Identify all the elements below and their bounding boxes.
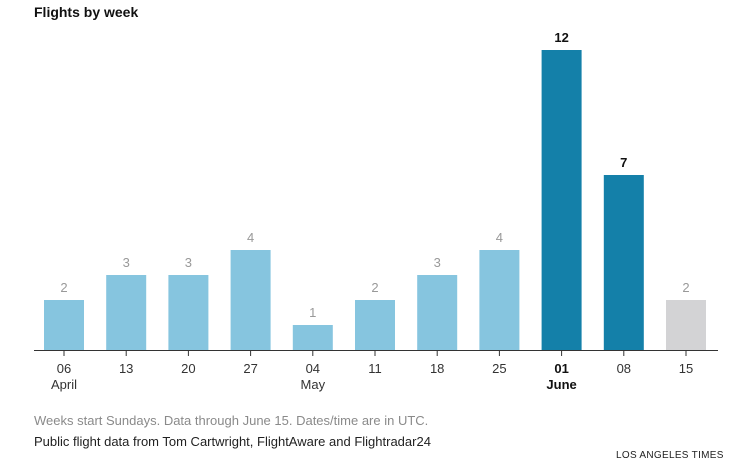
bar-11 [355,300,395,350]
x-tick-label: 08 [617,361,631,376]
value-label: 3 [434,255,441,270]
x-tick-label: 13 [119,361,133,376]
month-label: May [301,377,326,392]
bar-08 [603,175,644,350]
value-label: 3 [185,255,192,270]
footnote: Weeks start Sundays. Data through June 1… [34,413,429,428]
bar-18 [417,275,458,350]
x-tick-label: 18 [430,361,444,376]
bar-27 [230,250,271,350]
bars-group [44,50,706,350]
bar-13 [106,275,147,350]
value-label: 2 [60,280,67,295]
x-tick-label: 06 [57,361,71,376]
x-tick-label: 15 [679,361,693,376]
x-tick-label: 11 [368,361,382,376]
bar-20 [168,275,209,350]
value-label: 2 [682,280,689,295]
source-line: Public flight data from Tom Cartwright, … [34,434,431,449]
x-tick-label: 27 [243,361,257,376]
bar-15 [666,300,706,350]
value-label: 12 [554,30,568,45]
bar-25 [479,250,520,350]
value-label: 2 [371,280,378,295]
bar-06 [44,300,84,350]
chart-title: Flights by week [34,4,139,20]
bar-04 [292,325,333,350]
month-label: April [51,377,77,392]
value-label: 4 [247,230,254,245]
bar-01 [541,50,582,350]
x-tick-label: 25 [492,361,506,376]
value-label: 4 [496,230,503,245]
x-ticks-group [63,350,687,356]
value-label: 3 [123,255,130,270]
x-tick-label: 20 [181,361,195,376]
credit-logo-text: LOS ANGELES TIMES [616,450,724,461]
x-tick-label: 01 [554,361,568,376]
x-tick-label: 04 [306,361,320,376]
month-label: June [546,377,576,392]
value-label: 1 [309,305,316,320]
value-label: 7 [620,155,627,170]
